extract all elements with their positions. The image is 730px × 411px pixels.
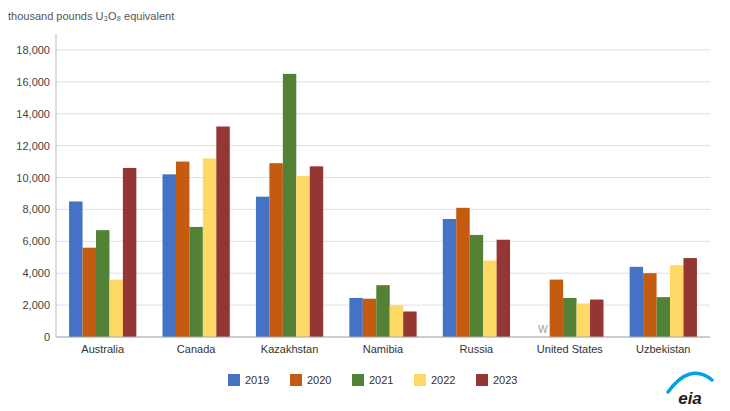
legend-swatch <box>414 374 426 386</box>
bar <box>563 298 576 337</box>
bar <box>283 74 296 337</box>
bar <box>176 162 189 337</box>
bar <box>670 265 683 337</box>
legend-swatch <box>228 374 240 386</box>
bar <box>83 248 96 337</box>
grid <box>56 50 710 337</box>
grid-line <box>56 177 710 178</box>
bar <box>497 240 510 337</box>
bar <box>109 280 122 337</box>
bar <box>443 219 456 337</box>
y-tick-label: 18,000 <box>16 44 50 56</box>
x-tick-label: Australia <box>81 343 125 355</box>
bars <box>69 74 697 337</box>
bar <box>363 299 376 337</box>
grid-line <box>56 241 710 242</box>
legend-label: 2022 <box>431 374 455 386</box>
legend-label: 2021 <box>369 374 393 386</box>
bar <box>630 267 643 337</box>
bar <box>203 158 216 337</box>
annotation: W <box>538 324 548 335</box>
bar <box>96 230 109 337</box>
y-axis-label: thousand pounds U₃O₈ equivalent <box>8 10 174 22</box>
bar <box>470 235 483 337</box>
bar <box>483 260 496 337</box>
legend-label: 2019 <box>245 374 269 386</box>
y-tick-label: 0 <box>44 331 50 343</box>
x-tick-label: Canada <box>177 343 216 355</box>
x-tick-label: United States <box>537 343 604 355</box>
bar <box>269 163 282 337</box>
bar <box>590 300 603 337</box>
bar <box>456 208 469 337</box>
bar <box>376 285 389 337</box>
y-tick-label: 4,000 <box>22 267 50 279</box>
bar <box>657 297 670 337</box>
bar <box>310 166 323 337</box>
grid-line <box>56 113 710 114</box>
grid-line <box>56 273 710 274</box>
grid-line <box>56 81 710 82</box>
bar <box>256 197 269 337</box>
legend-swatch <box>290 374 302 386</box>
y-axis-line <box>56 34 57 337</box>
x-tick-label: Namibia <box>363 343 404 355</box>
y-tick-label: 6,000 <box>22 235 50 247</box>
grid-line <box>56 49 710 50</box>
legend-swatch <box>352 374 364 386</box>
grid-line <box>56 209 710 210</box>
x-axis-line <box>56 337 710 338</box>
bar <box>189 227 202 337</box>
chart: 0 2,000 4,000 6,000 8,000 10,000 12,000 14,000 1… <box>0 0 730 411</box>
logo-text: eia <box>678 389 702 408</box>
y-tick-label: 10,000 <box>16 172 50 184</box>
logo: eia <box>668 373 712 408</box>
bar <box>163 174 176 337</box>
x-tick-label: Russia <box>460 343 495 355</box>
bar <box>390 305 403 337</box>
legend: 2019 2020 2021 2022 2023 <box>228 374 517 386</box>
bar <box>349 298 362 337</box>
bar <box>296 176 309 337</box>
y-tick-label: 2,000 <box>22 299 50 311</box>
bar <box>683 258 696 337</box>
bar <box>69 201 82 337</box>
bar <box>550 280 563 337</box>
legend-swatch <box>476 374 488 386</box>
legend-label: 2023 <box>493 374 517 386</box>
bar <box>643 273 656 337</box>
y-tick-label: 8,000 <box>22 203 50 215</box>
y-tick-label: 12,000 <box>16 140 50 152</box>
x-tick-label: Kazakhstan <box>261 343 318 355</box>
bar <box>403 311 416 337</box>
y-tick-label: 14,000 <box>16 108 50 120</box>
legend-label: 2020 <box>307 374 331 386</box>
bar <box>216 126 229 337</box>
grid-line <box>56 145 710 146</box>
y-tick-label: 16,000 <box>16 76 50 88</box>
bar <box>577 304 590 337</box>
grid-line <box>56 337 710 338</box>
x-tick-label: Uzbekistan <box>636 343 690 355</box>
bar <box>123 168 136 337</box>
